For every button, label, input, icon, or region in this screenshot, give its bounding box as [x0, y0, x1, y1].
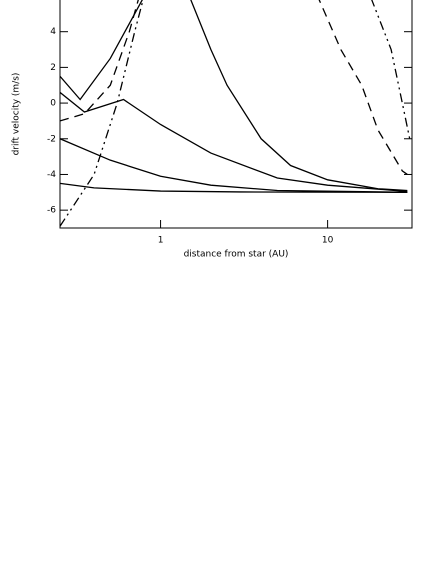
y-tick-label: 2	[50, 63, 56, 73]
plot-lines	[60, 0, 411, 227]
y-tick-label: -2	[47, 134, 56, 144]
plot-frame	[59, 0, 413, 229]
y-tick-label: -6	[47, 206, 56, 216]
y-axis-label: drift velocity (m/s)	[12, 73, 22, 156]
data-line	[60, 0, 408, 175]
data-line	[60, 91, 408, 193]
data-line	[60, 182, 408, 193]
x-tick-label: 10	[322, 236, 334, 246]
x-axis-label: distance from star (AU)	[184, 250, 289, 260]
y-tick-label: -4	[47, 170, 56, 180]
data-line	[60, 0, 408, 192]
data-line	[60, 138, 408, 193]
x-tick-label: 1	[158, 236, 164, 246]
y-tick-label: 6	[50, 0, 56, 2]
y-tick-label: 4	[50, 27, 56, 37]
data-line	[60, 0, 411, 227]
y-tick-label: 0	[50, 99, 56, 109]
